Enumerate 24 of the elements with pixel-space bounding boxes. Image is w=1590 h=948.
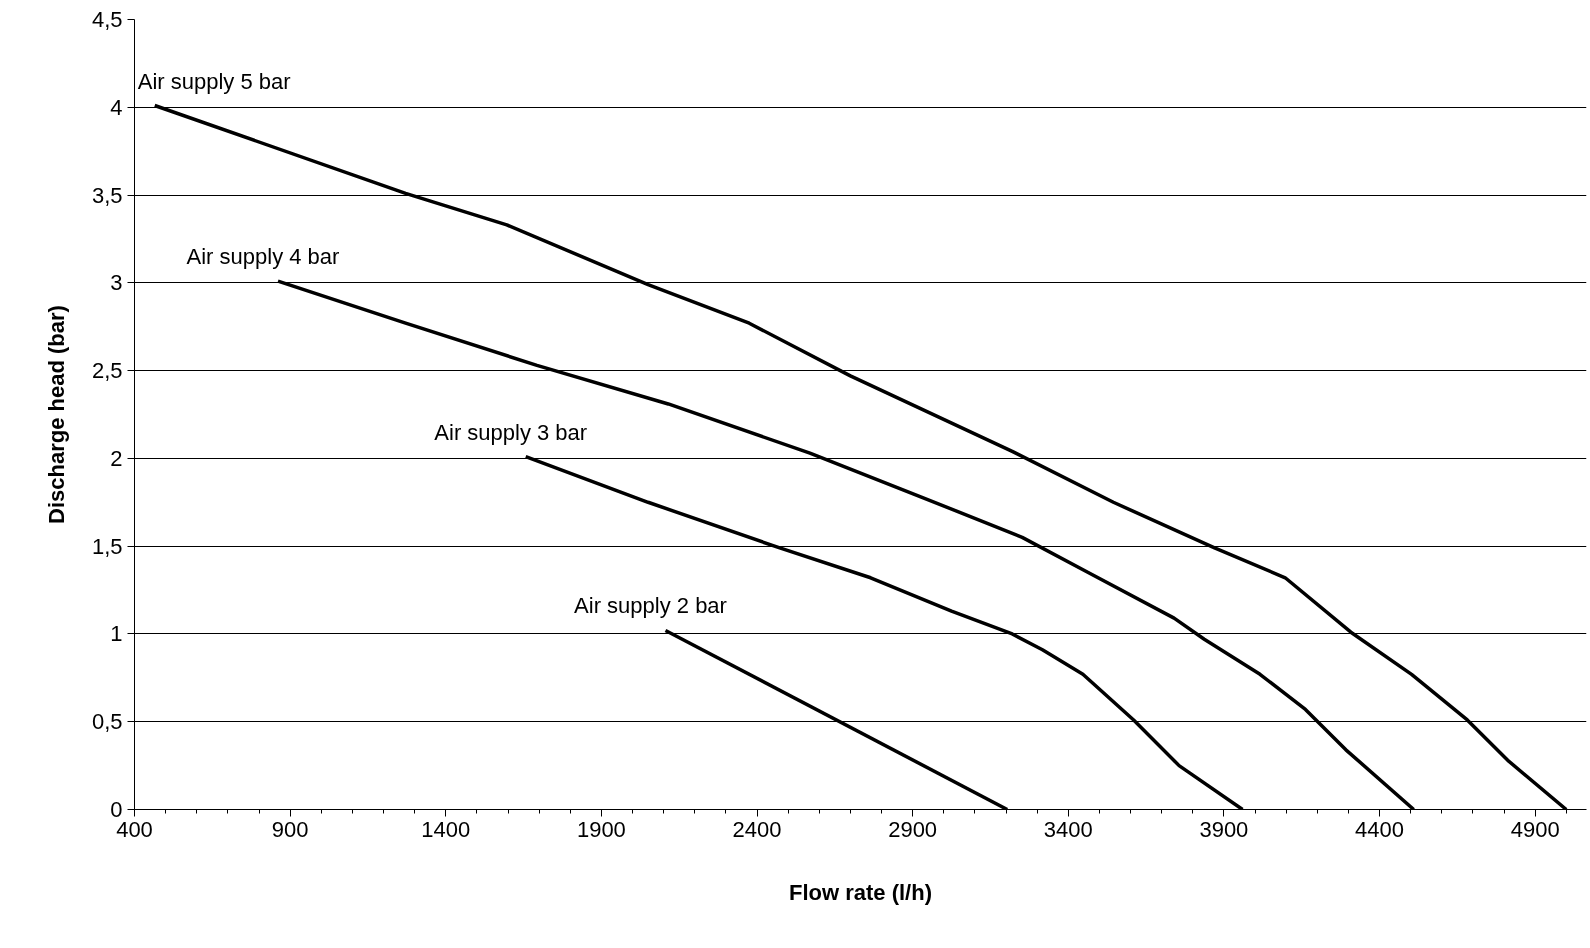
- y-axis-title: Discharge head (bar): [43, 305, 69, 524]
- series-label: Air supply 5 bar: [137, 68, 291, 94]
- x-tick-label: 1400: [421, 816, 471, 842]
- x-tick-label: 4400: [1355, 816, 1404, 842]
- y-tick-label: 4: [110, 94, 123, 120]
- y-tick-label: 1: [110, 621, 123, 647]
- x-tick-label: 2400: [732, 816, 782, 842]
- series-label: Air supply 4 bar: [186, 244, 340, 270]
- series-label: Air supply 2 bar: [574, 593, 727, 619]
- x-tick-label: 2900: [888, 816, 938, 842]
- x-tick-label: 3400: [1043, 816, 1093, 842]
- x-tick-label: 4900: [1510, 816, 1560, 842]
- y-tick-label: 2,5: [91, 358, 123, 384]
- x-tick-label: 900: [271, 816, 309, 842]
- x-axis-title: Flow rate (l/h): [789, 879, 932, 905]
- y-tick-label: 3: [110, 270, 123, 296]
- y-tick-label: 1,5: [91, 533, 123, 559]
- y-tick-label: 4,5: [91, 7, 123, 32]
- y-tick-label: 3,5: [91, 182, 123, 208]
- x-tick-label: 1900: [576, 816, 626, 842]
- series-label: Air supply 3 bar: [434, 419, 588, 445]
- y-tick-label: 2: [110, 445, 123, 471]
- x-tick-label: 3900: [1199, 816, 1249, 842]
- y-tick-label: 0,5: [91, 709, 123, 735]
